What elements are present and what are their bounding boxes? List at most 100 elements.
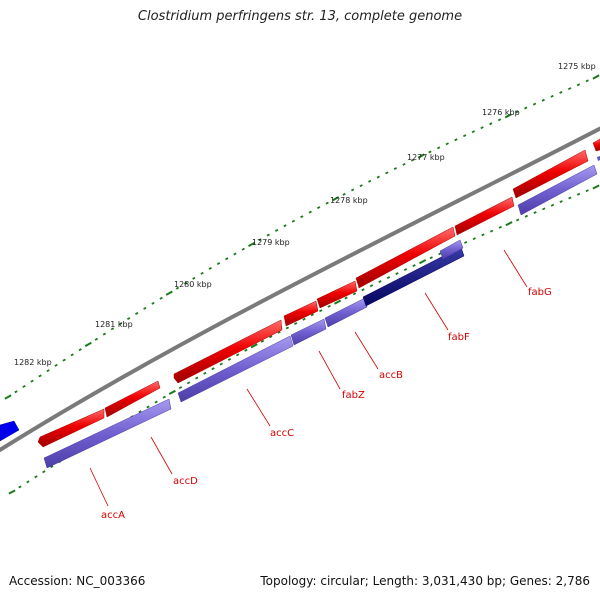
inner-tick-3 [34, 475, 38, 479]
gene-label-fabZ[interactable]: fabZ [342, 390, 365, 401]
gene-fabF-reverse-highlight[interactable] [362, 246, 465, 307]
outer-tick-44 [368, 179, 372, 183]
leader-fabF [424, 292, 449, 331]
outer-tick-64 [541, 98, 545, 102]
gene-label-accC[interactable]: accC [270, 428, 294, 439]
gene-fabG-reverse[interactable] [517, 164, 598, 216]
gene-fabF-forward[interactable] [355, 226, 456, 289]
outer-tick-15 [126, 317, 131, 320]
gene-fabZ-reverse[interactable] [290, 318, 327, 346]
outer-tick-27 [225, 257, 229, 261]
outer-tick-12 [102, 332, 107, 336]
outer-tick-52 [436, 146, 441, 150]
outer-tick-54 [454, 138, 458, 142]
gene-label-fabG[interactable]: fabG [528, 287, 552, 298]
gene-fabG-forward-b[interactable] [512, 149, 589, 199]
inner-tick-61 [515, 218, 520, 222]
inner-tick-22 [186, 381, 191, 385]
gene-fabZ-forward[interactable] [283, 300, 319, 327]
inner-tick-43 [361, 288, 365, 292]
outer-tick-63 [532, 102, 537, 106]
outer-tick-42 [350, 188, 355, 192]
gene-accB-forward[interactable] [316, 280, 358, 309]
gene-accC-reverse[interactable] [177, 335, 294, 403]
gene-edge-reverse[interactable] [597, 156, 600, 161]
outer-tick-20 [165, 290, 173, 296]
gene-label-accA[interactable]: accA [101, 510, 125, 521]
outer-tick-18 [151, 301, 155, 305]
inner-tick-49 [412, 264, 416, 267]
inner-tick-32 [269, 335, 273, 339]
outer-tick-2 [22, 385, 26, 388]
outer-tick-32 [266, 233, 270, 237]
gene-accA-reverse[interactable] [43, 398, 172, 469]
gene-edge-left[interactable] [0, 420, 20, 442]
gene-edge-forward[interactable] [592, 138, 600, 152]
outer-tick-16 [135, 312, 139, 315]
outer-tick-46 [385, 171, 389, 175]
inner-tick-0 [8, 489, 16, 495]
outer-tick-29 [241, 247, 245, 251]
inner-tick-68 [576, 192, 581, 196]
outer-tick-65 [550, 94, 554, 98]
outer-tick-38 [316, 206, 321, 210]
inner-tick-56 [472, 237, 476, 241]
outer-tick-25 [208, 267, 212, 270]
outer-tick-10 [84, 341, 92, 347]
inner-tick-52 [438, 252, 442, 256]
outer-tick-39 [325, 201, 329, 205]
scale-label-1276: 1276 kbp [482, 108, 520, 117]
gene-label-fabF[interactable]: fabF [448, 332, 470, 343]
inner-tick-25 [211, 367, 215, 371]
outer-tick-36 [300, 215, 304, 219]
accession-text: Accession: NC_003366 [9, 574, 146, 588]
gene-fabF-reverse-light[interactable] [439, 239, 464, 260]
outer-tick-21 [175, 286, 180, 290]
outer-scale-ticks [4, 74, 600, 400]
outer-tick-7 [62, 358, 66, 362]
inner-tick-2 [26, 480, 30, 484]
outer-tick-57 [480, 126, 484, 130]
inner-tick-28 [235, 353, 240, 357]
inner-tick-38 [319, 309, 323, 313]
outer-tick-49 [410, 158, 415, 162]
inner-tick-55 [463, 241, 468, 244]
outer-tick-28 [233, 252, 237, 256]
gene-accA-forward[interactable] [37, 408, 105, 448]
leader-accB [354, 331, 379, 370]
inner-tick-62 [524, 214, 529, 218]
inner-tick-40 [334, 299, 342, 305]
outer-tick-40 [332, 196, 340, 202]
inner-tick-69 [585, 189, 589, 193]
inner-tick-57 [481, 233, 485, 237]
inner-tick-37 [310, 313, 315, 317]
leader-fabZ [318, 350, 341, 390]
gene-accD-forward[interactable] [104, 380, 161, 418]
genome-summary-text: Topology: circular; Length: 3,031,430 bp… [260, 574, 590, 588]
inner-tick-26 [219, 362, 223, 366]
inner-tick-39 [327, 304, 331, 308]
outer-tick-62 [524, 106, 528, 110]
outer-tick-34 [283, 224, 287, 228]
inner-tick-60 [505, 221, 513, 227]
inner-tick-70 [592, 184, 600, 190]
inner-tick-50 [419, 259, 427, 265]
outer-tick-69 [585, 79, 589, 83]
gene-fabG-forward-a[interactable] [454, 196, 515, 236]
outer-tick-67 [567, 87, 572, 91]
outer-tick-45 [376, 175, 380, 179]
scale-label-1277: 1277 kbp [407, 153, 445, 162]
outer-tick-13 [110, 327, 115, 331]
inner-tick-65 [550, 203, 555, 207]
gene-accB-reverse[interactable] [324, 297, 368, 328]
scale-label-1282: 1282 kbp [14, 358, 52, 367]
scale-label-1281: 1281 kbp [95, 320, 133, 329]
gene-label-accD[interactable]: accD [173, 476, 198, 487]
outer-tick-37 [308, 210, 312, 214]
gene-accC-forward[interactable] [173, 319, 283, 384]
inner-tick-20 [168, 389, 176, 395]
inner-tick-1 [18, 485, 22, 489]
gene-label-accB[interactable]: accB [379, 370, 403, 381]
outer-tick-50 [417, 153, 425, 159]
